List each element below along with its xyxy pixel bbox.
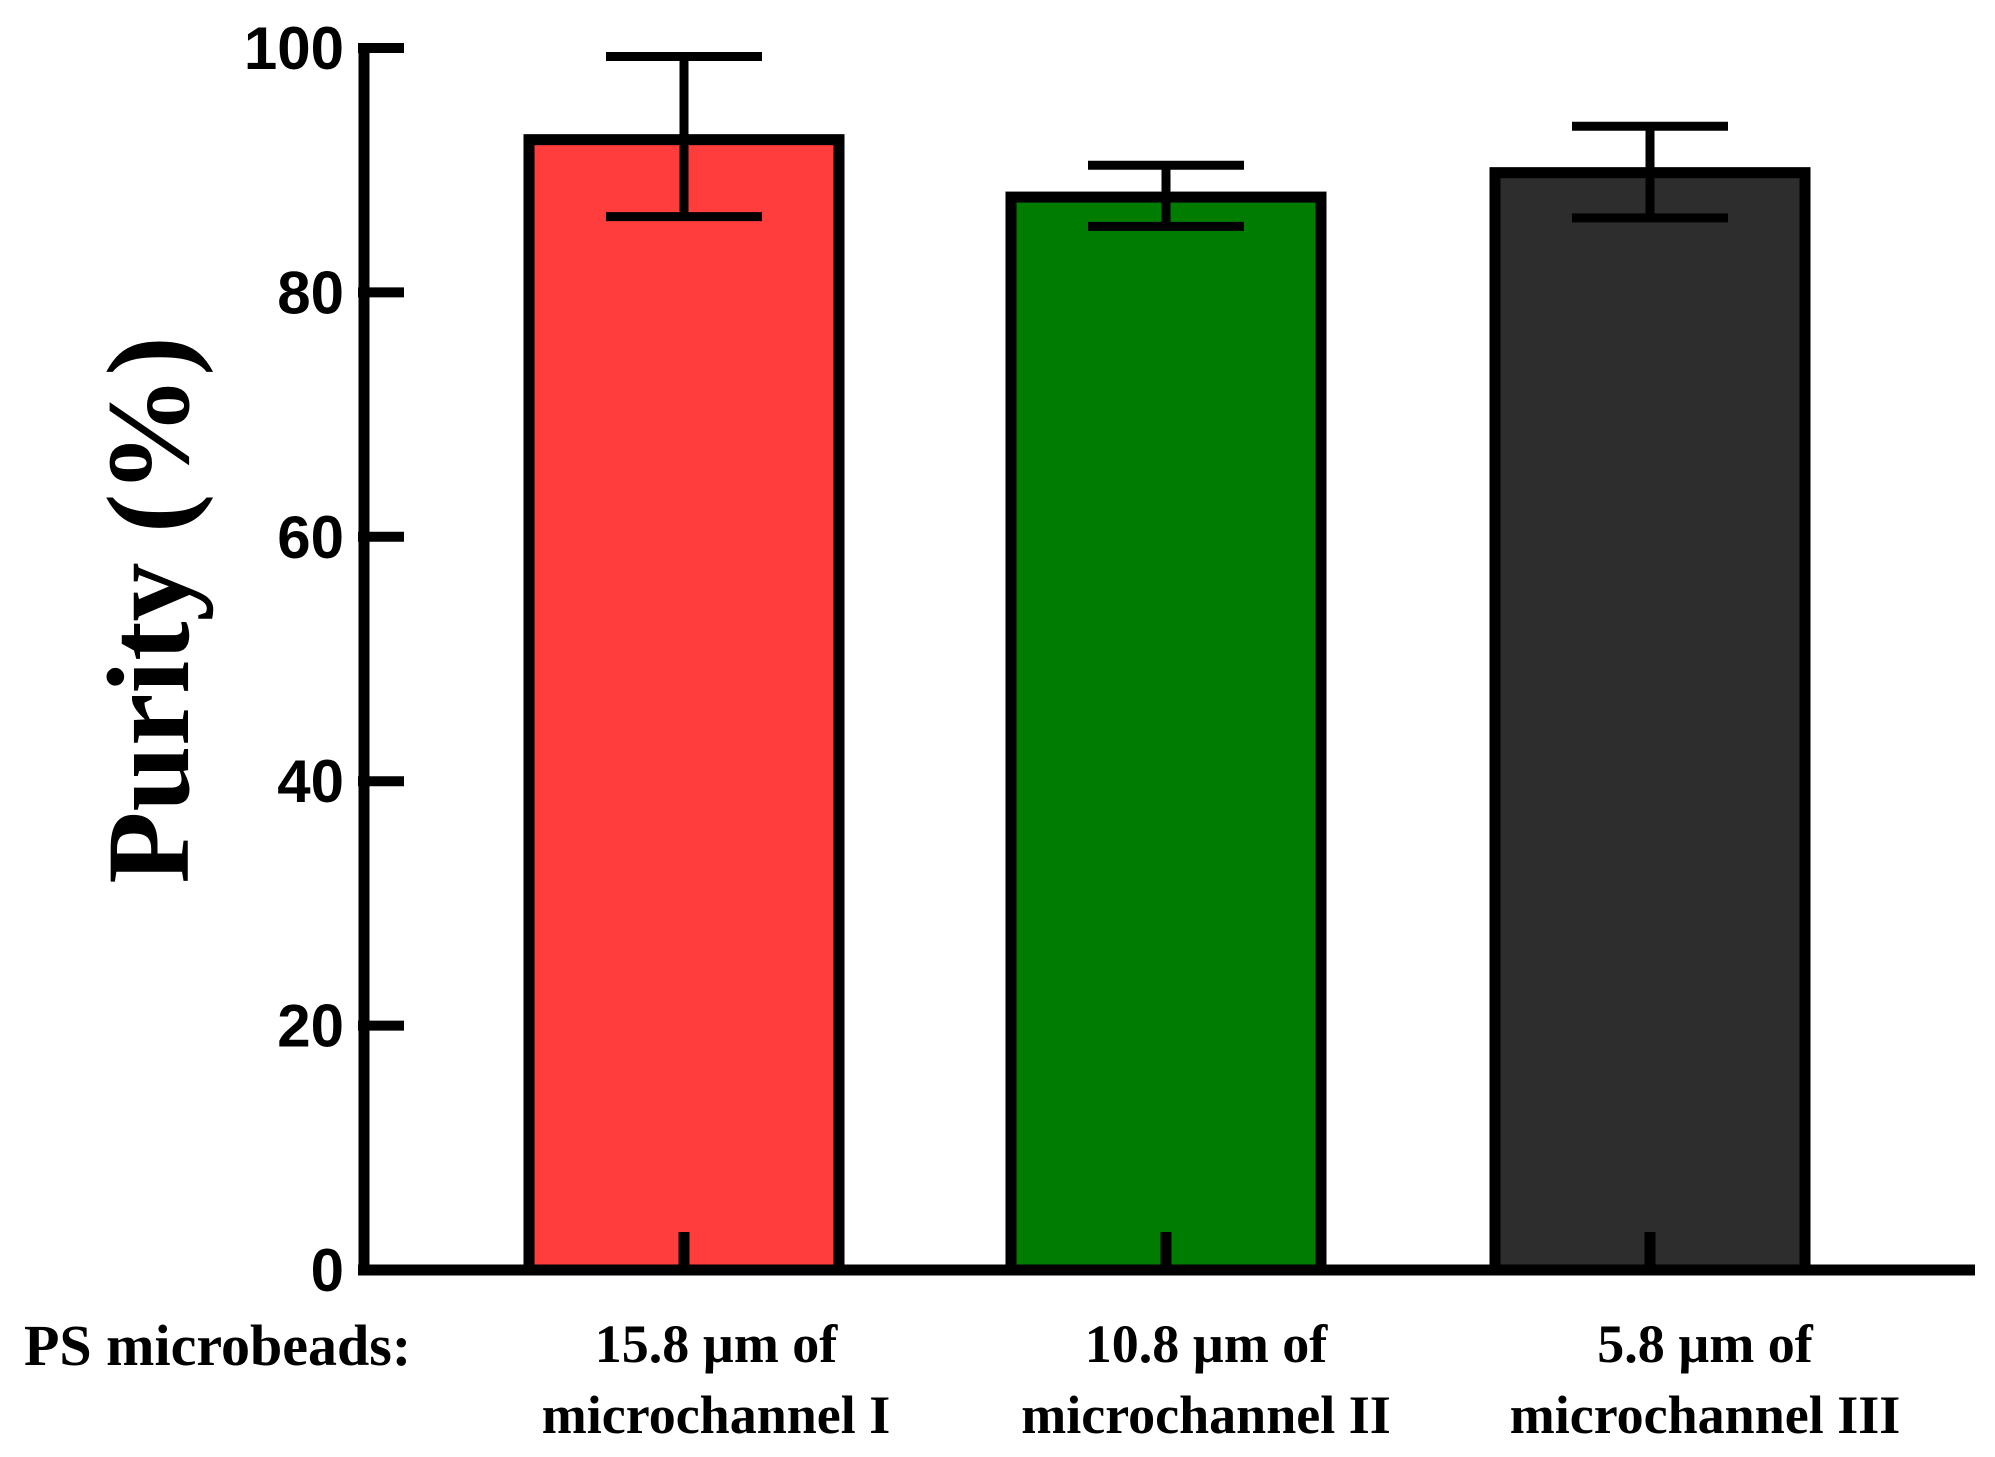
bars-group [523, 134, 1811, 1276]
bar-2 [1005, 191, 1327, 1276]
y-axis-title: Purity (%) [83, 336, 214, 883]
category-labels-group: 15.8 µm of microchannel I 10.8 µm of microc… [542, 1314, 1901, 1445]
category-label-1-line-1: 15.8 µm of [595, 1314, 839, 1374]
bar-1 [523, 134, 845, 1276]
error-bars-group [606, 52, 1728, 231]
y-tick-label-20: 20 [277, 993, 344, 1060]
y-tick-label-60: 60 [277, 504, 344, 571]
y-tick-label-80: 80 [277, 259, 344, 326]
x-row-label: PS microbeads: [24, 1313, 411, 1378]
category-label-2-line-1: 10.8 µm of [1085, 1314, 1329, 1374]
bar-3 [1489, 167, 1811, 1276]
category-label-3-line-2: microchannel III [1510, 1385, 1901, 1445]
category-label-3-line-1: 5.8 µm of [1597, 1314, 1814, 1374]
y-tick-label-40: 40 [277, 748, 344, 815]
category-label-2-line-2: microchannel II [1021, 1385, 1391, 1445]
category-label-1-line-2: microchannel I [542, 1385, 891, 1445]
y-tick-label-0: 0 [311, 1237, 344, 1304]
y-ticks-group: 0 20 40 60 80 100 [244, 15, 404, 1304]
y-tick-label-100: 100 [244, 15, 344, 82]
